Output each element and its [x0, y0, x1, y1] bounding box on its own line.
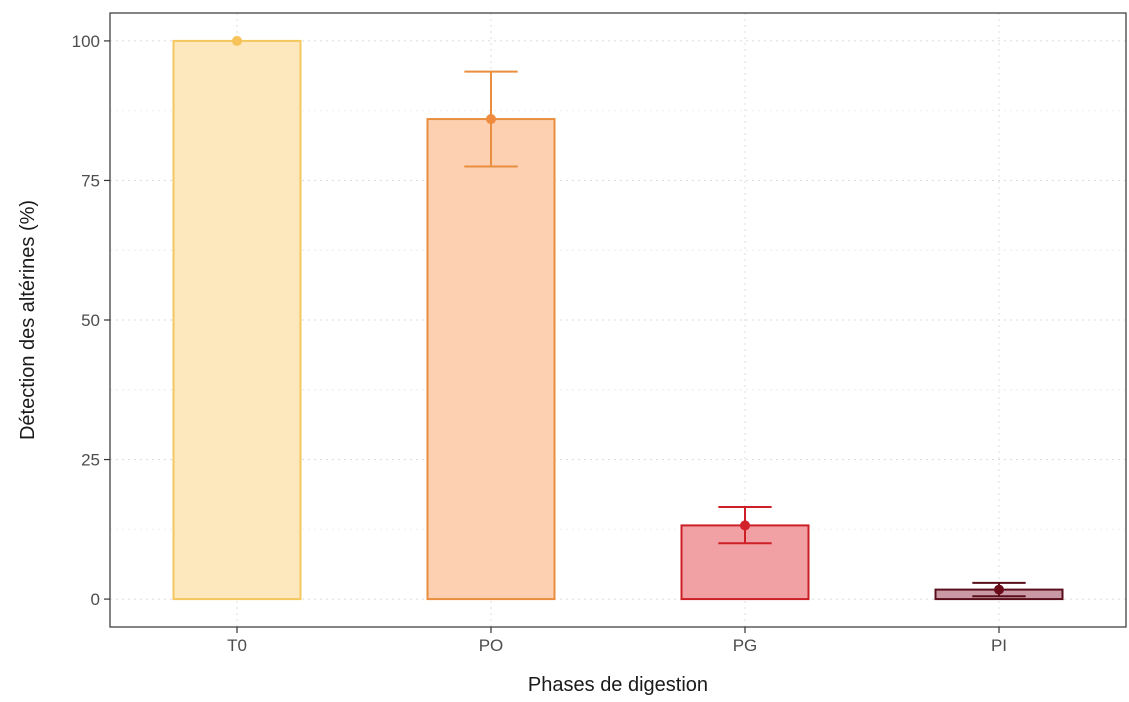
y-tick-label: 25: [81, 451, 100, 470]
x-tick-label: T0: [227, 636, 247, 655]
y-tick-label: 0: [91, 590, 100, 609]
x-axis: T0 PO PG PI: [227, 627, 1007, 655]
mean-point-pi: [994, 584, 1004, 595]
x-axis-title: Phases de digestion: [528, 674, 708, 696]
bar-t0: [172, 39, 302, 601]
x-tick-label: PG: [733, 636, 758, 655]
x-tick-label: PI: [991, 636, 1007, 655]
y-axis: 0 25 50 75 100: [72, 32, 110, 609]
mean-point-po: [486, 114, 496, 125]
y-axis-title: Détection des altérines (%): [17, 200, 39, 440]
y-tick-label: 50: [81, 311, 100, 330]
error-bars: [464, 70, 1026, 598]
mean-point-t0: [232, 35, 242, 46]
mean-point-pg: [740, 520, 750, 531]
x-tick-label: PO: [479, 636, 504, 655]
bar-po: [426, 118, 556, 601]
mean-points: [232, 35, 1004, 595]
y-tick-label: 75: [81, 171, 100, 190]
y-tick-label: 100: [72, 32, 100, 51]
